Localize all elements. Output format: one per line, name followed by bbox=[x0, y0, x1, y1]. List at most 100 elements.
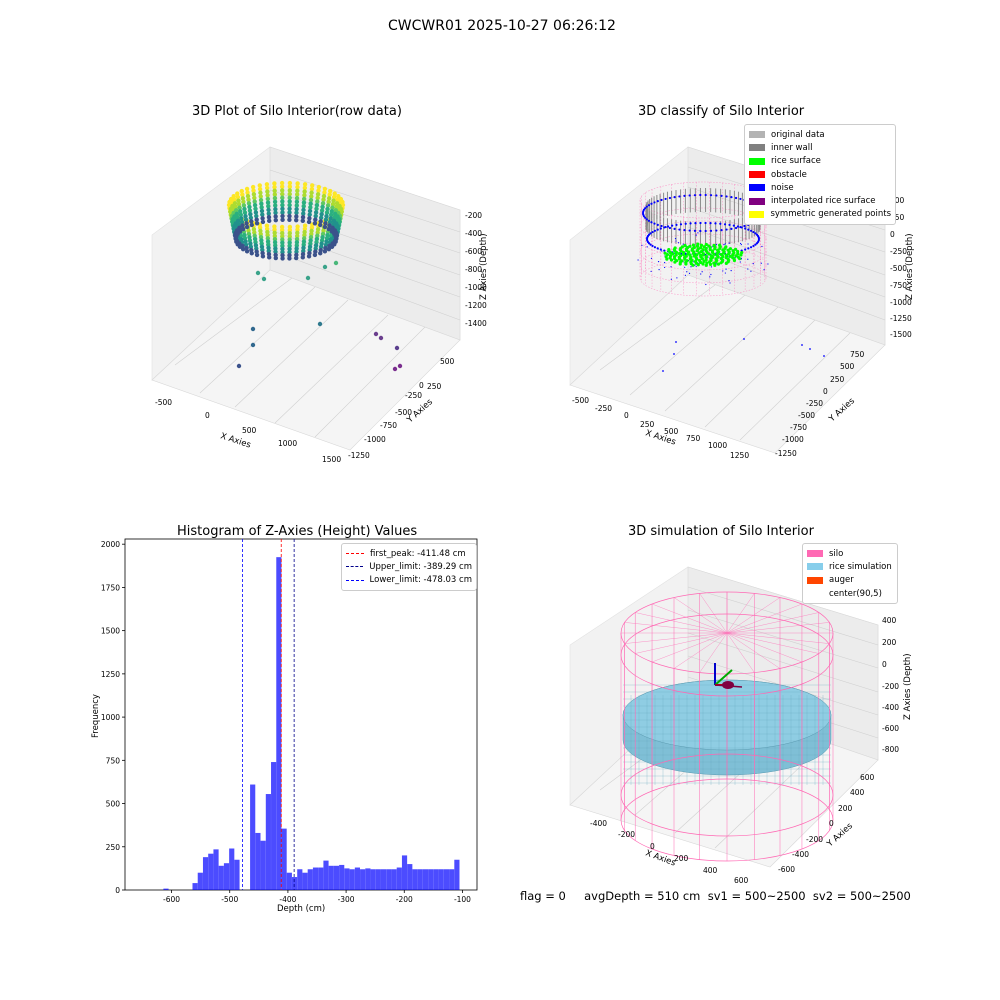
classify-rice-point bbox=[736, 249, 740, 254]
raw-wall-point bbox=[319, 241, 324, 246]
raw-wall-point bbox=[301, 204, 306, 209]
raw-wall-point bbox=[321, 228, 326, 233]
classify-noise-point bbox=[694, 222, 697, 225]
classify-noise-point bbox=[710, 266, 713, 268]
classify-rice-point bbox=[702, 245, 706, 249]
classify-noise-point bbox=[659, 248, 662, 251]
classify-noise-point bbox=[684, 222, 687, 225]
histogram-limit-lines bbox=[242, 539, 295, 890]
raw-wall-point bbox=[245, 190, 250, 195]
raw-wall-point bbox=[314, 239, 319, 245]
classify-noise-point bbox=[647, 219, 651, 222]
simulation-x-tick: 600 bbox=[734, 876, 749, 885]
raw-wall-point bbox=[334, 201, 340, 206]
raw-wall-point bbox=[335, 197, 340, 202]
raw-wall-point bbox=[280, 234, 285, 239]
classify-noise-point bbox=[656, 200, 659, 203]
raw-wall-point bbox=[279, 224, 285, 230]
classify-noise-point bbox=[659, 227, 662, 230]
classify-noise-point bbox=[671, 224, 674, 227]
histogram-bar bbox=[286, 872, 292, 890]
raw-y-tick: 500 bbox=[440, 357, 455, 366]
histogram-plot: -600 -500 -400 -300 -200 -100 0 250 500 750 1000 1… bbox=[91, 538, 478, 914]
classify-rice-point bbox=[712, 243, 716, 248]
raw-wall-point bbox=[301, 239, 307, 244]
raw-wall-point bbox=[294, 206, 299, 212]
classify-noise-point bbox=[743, 338, 745, 340]
silo-roof-spoke bbox=[726, 632, 819, 654]
classify-noise-point bbox=[750, 270, 752, 272]
silo-roof-spoke bbox=[624, 632, 728, 644]
classify-rice-point bbox=[667, 247, 671, 252]
raw-wall-point bbox=[234, 211, 240, 217]
simulation-z-tick: 200 bbox=[882, 638, 897, 647]
classify-noise-point bbox=[650, 202, 653, 205]
classify-noise-point bbox=[752, 263, 754, 265]
raw-wall-point bbox=[280, 256, 285, 261]
legend-swatch bbox=[749, 210, 765, 218]
raw-wall-point bbox=[323, 217, 329, 222]
classify-rice-point bbox=[696, 242, 700, 246]
raw-wall-point bbox=[257, 183, 262, 188]
classify-panel-title: 3D classify of Silo Interior bbox=[638, 104, 805, 119]
raw-wall-point bbox=[318, 219, 323, 224]
raw-wall-point bbox=[280, 217, 285, 222]
raw-wall-point bbox=[315, 233, 320, 238]
legend-swatch bbox=[807, 550, 823, 558]
raw-wall-point bbox=[264, 223, 270, 228]
classify-rice-point bbox=[713, 263, 717, 267]
simulation-z-tick: 0 bbox=[882, 660, 887, 669]
silo-roof-spoke bbox=[726, 632, 755, 673]
classify-rice-point bbox=[696, 247, 700, 251]
simulation-3d-plot: -400 -200 0 200 400 600 600 400 200 0 -2… bbox=[569, 566, 913, 885]
classify-noise-point bbox=[647, 204, 651, 207]
classify-rice-point bbox=[724, 261, 728, 265]
classify-noise-point bbox=[752, 244, 755, 248]
raw-wall-point bbox=[287, 184, 293, 189]
classify-noise-point bbox=[657, 248, 659, 250]
legend-item: noise bbox=[749, 181, 891, 194]
classify-rice-point bbox=[673, 257, 677, 261]
raw-wall-point bbox=[287, 224, 293, 230]
raw-wall-point bbox=[244, 249, 250, 254]
classify-rice-point bbox=[673, 260, 677, 264]
classify-noise-point bbox=[673, 227, 676, 230]
classify-noise-point bbox=[729, 282, 731, 284]
raw-wall-point bbox=[272, 233, 278, 239]
histogram-bar bbox=[349, 869, 355, 890]
histogram-bar bbox=[281, 828, 287, 890]
classify-noise-point bbox=[715, 194, 718, 197]
raw-wall-point bbox=[254, 249, 259, 254]
legend-item: first_peak: -411.48 cm bbox=[346, 547, 472, 560]
classify-rice-point bbox=[680, 245, 684, 249]
histogram-bar bbox=[360, 869, 366, 890]
raw-wall-point bbox=[272, 181, 277, 186]
raw-wall-point bbox=[332, 191, 337, 196]
legend-swatch bbox=[807, 563, 823, 571]
classify-rice-point bbox=[701, 248, 705, 252]
raw-wall-point bbox=[280, 240, 285, 245]
raw-wall-point bbox=[233, 204, 238, 209]
raw-wall-point bbox=[273, 255, 278, 261]
classify-y-label: Y Axies bbox=[827, 396, 858, 425]
classify-rice-point bbox=[701, 252, 705, 256]
classify-noise-point bbox=[704, 229, 707, 233]
raw-wall-point bbox=[260, 247, 265, 253]
classify-z-tick: -750 bbox=[890, 281, 907, 290]
raw-wall-point bbox=[267, 218, 272, 224]
raw-z-tick: -200 bbox=[465, 211, 482, 220]
histogram-y-tick-label: 250 bbox=[106, 843, 121, 852]
legend-item: interpolated rice surface bbox=[749, 194, 891, 207]
histogram-bar bbox=[381, 869, 387, 890]
raw-x-tick: 1000 bbox=[278, 439, 297, 448]
simulation-z-tick: -400 bbox=[882, 703, 899, 712]
raw-wall-point bbox=[244, 186, 250, 192]
raw-wall-point bbox=[312, 221, 318, 226]
classify-noise-point bbox=[649, 232, 652, 235]
raw-wall-point bbox=[236, 198, 241, 203]
raw-wall-point bbox=[235, 194, 241, 200]
raw-wall-point bbox=[307, 216, 312, 221]
classify-noise-point bbox=[695, 265, 697, 267]
histogram-bar bbox=[307, 869, 313, 890]
raw-wall-point bbox=[294, 233, 300, 239]
